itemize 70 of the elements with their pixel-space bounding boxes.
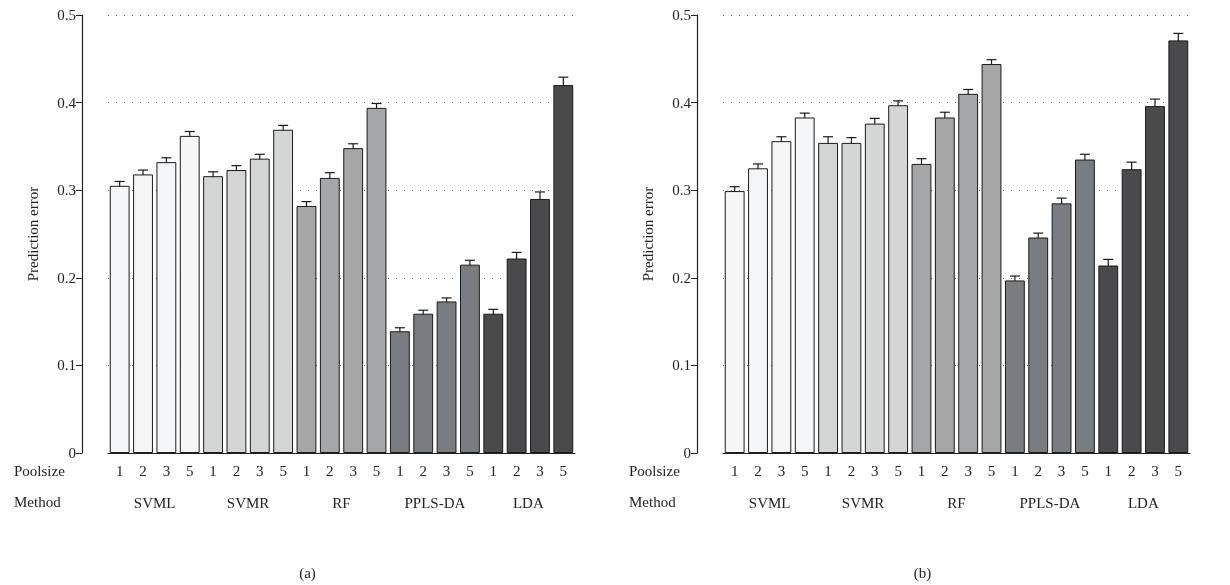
x-tick-label: 3 [1151,462,1159,479]
x-tick-label: 3 [349,462,357,479]
text: (b) [913,564,932,582]
x-tick-label: 1 [824,462,832,479]
x-tick-label: 3 [162,462,171,479]
x-tick-label: 1 [302,462,311,479]
x-tick-label: 2 [139,462,147,479]
x-tick-label: 1 [489,462,498,479]
text: LDA [1127,495,1159,511]
x-tick-label: 3 [777,462,786,479]
x-tick-label: 2 [847,462,856,479]
x-tick-label: 2 [419,462,427,479]
x-tick-label: 2 [512,462,521,479]
y-tick-label: 0.4 [672,94,692,111]
y-axis-title: Prediction error [24,186,41,282]
x-tick-label: 5 [1174,462,1183,479]
x-tick-label: 3 [964,462,972,479]
x-tick-label: 1 [115,462,124,479]
y-tick-label: 0.4 [57,94,77,111]
x-tick-label: 2 [941,462,949,479]
x-tick-label: 1 [917,462,926,479]
text: RF [947,495,966,511]
x-tick-label: 5 [559,462,568,479]
x-tick-label: 2 [1034,462,1042,479]
x-tick-label: 1 [209,462,217,479]
text: Method [629,493,677,510]
x-axis-title: Poolsize [629,462,681,479]
y-tick-label: 0.3 [57,182,76,199]
text: LDA [512,495,544,511]
x-tick-label: 3 [1057,462,1066,479]
text: PPLS-DA [404,495,466,511]
x-tick-label: 3 [536,462,544,479]
text: SVML [748,495,791,511]
y-tick-label: 0 [683,445,691,461]
y-tick-label: 0.2 [57,269,76,286]
x-tick-label: 1 [396,462,404,479]
y-tick-label: 0.5 [672,7,691,23]
x-tick-label: 2 [326,462,334,479]
x-tick-label: 1 [1011,462,1019,479]
x-tick-label: 5 [279,462,287,479]
x-tick-label: 5 [185,462,194,479]
y-axis-title: Prediction error [639,186,656,282]
y-tick-label: 0.1 [672,357,691,374]
text: SVMR [841,495,885,511]
x-tick-label: 2 [1127,462,1136,479]
x-tick-label: 5 [894,462,902,479]
text: (a) [299,564,316,582]
text: PPLS-DA [1019,495,1081,511]
x-tick-label: 5 [1081,462,1089,479]
x-tick-label: 2 [232,462,241,479]
text: Method [14,493,62,510]
x-axis-title: Poolsize [14,462,66,479]
x-tick-label: 5 [466,462,474,479]
y-tick-label: 0.5 [57,7,76,23]
x-tick-label: 5 [372,462,381,479]
y-tick-label: 0 [68,445,76,461]
y-tick-label: 0.1 [57,357,76,374]
x-tick-label: 1 [730,462,739,479]
x-tick-label: 3 [256,462,264,479]
text: SVML [133,495,176,511]
x-tick-label: 1 [1104,462,1113,479]
x-tick-label: 3 [871,462,879,479]
y-tick-label: 0.2 [672,269,691,286]
x-tick-label: 2 [754,462,762,479]
x-tick-label: 5 [800,462,809,479]
x-tick-label: 3 [442,462,451,479]
text: SVMR [226,495,270,511]
x-tick-label: 5 [987,462,996,479]
text: RF [332,495,351,511]
y-tick-label: 0.3 [672,182,691,199]
